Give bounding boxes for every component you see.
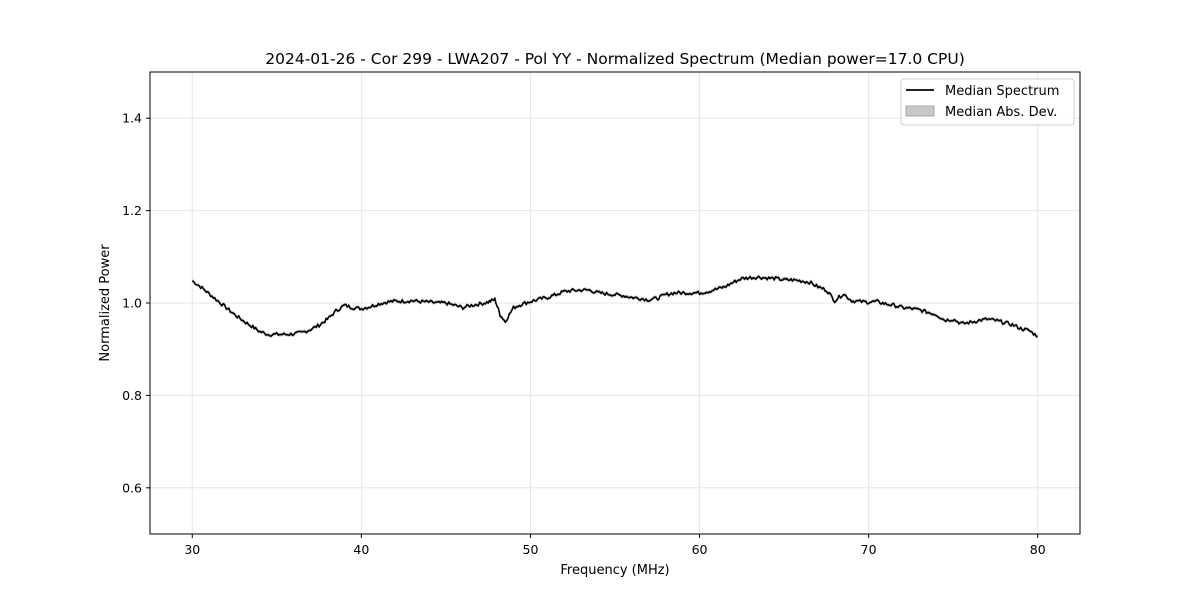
x-tick-label: 50 (523, 542, 539, 557)
x-tick-label: 60 (692, 542, 708, 557)
median-spectrum-line (191, 275, 1038, 338)
x-tick-label: 80 (1030, 542, 1046, 557)
x-axis-ticks: 30 40 50 60 70 80 (184, 534, 1046, 557)
median-line-layer (191, 275, 1038, 338)
y-tick-label: 1.0 (122, 296, 142, 311)
grid-lines (150, 72, 1080, 534)
median-abs-dev-band (192, 274, 1038, 339)
legend-median-label: Median Spectrum (945, 84, 1059, 99)
chart-title: 2024-01-26 - Cor 299 - LWA207 - Pol YY -… (265, 50, 965, 68)
x-tick-label: 40 (353, 542, 369, 557)
x-tick-label: 70 (861, 542, 877, 557)
legend: Median Spectrum Median Abs. Dev. (900, 78, 1075, 126)
mad-band-layer (192, 274, 1038, 339)
y-tick-label: 1.4 (122, 111, 142, 126)
legend-mad-label: Median Abs. Dev. (945, 105, 1057, 120)
y-tick-label: 0.8 (122, 388, 142, 403)
y-tick-label: 1.2 (122, 203, 142, 218)
legend-mad-swatch (905, 105, 935, 117)
y-axis-ticks: 0.6 0.8 1.0 1.2 1.4 (122, 111, 150, 495)
legend-box (900, 78, 1075, 126)
x-axis-label: Frequency (MHz) (560, 563, 669, 578)
x-tick-label: 30 (184, 542, 200, 557)
y-axis-label: Normalized Power (98, 244, 113, 362)
y-tick-label: 0.6 (122, 480, 142, 495)
